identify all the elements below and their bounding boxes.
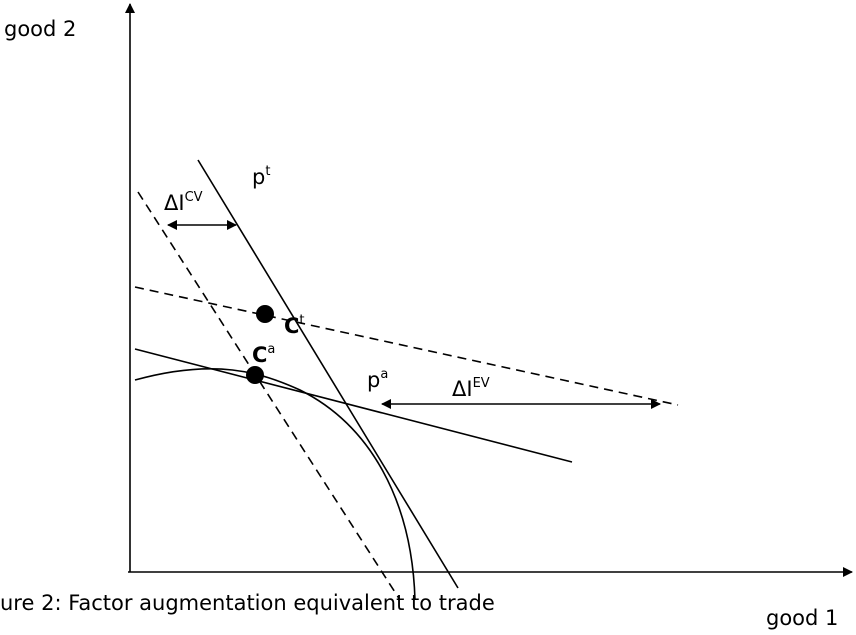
- caption: ure 2: Factor augmentation equivalent to…: [0, 591, 495, 615]
- x-axis-label: good 1: [766, 606, 838, 630]
- label-base: C: [252, 343, 267, 367]
- label-base: ΔI: [452, 377, 473, 401]
- label-sup: t: [299, 313, 304, 328]
- price-line-autarky: [134, 348, 573, 463]
- label-c-a: Ca: [252, 342, 275, 367]
- point-ca: [246, 366, 264, 384]
- label-base: p: [252, 165, 265, 189]
- label-sup: CV: [185, 190, 203, 205]
- y-axis-label: good 2: [4, 17, 76, 41]
- label-delta-cv: ΔICV: [164, 190, 203, 215]
- compensating-line: [137, 191, 401, 601]
- label-sup: a: [267, 342, 275, 357]
- equivalent-line: [134, 286, 679, 406]
- price-line-trade: [197, 159, 459, 589]
- label-p-a: pa: [367, 367, 388, 392]
- label-p-t: pt: [252, 164, 270, 189]
- label-c-t: Ct: [284, 313, 305, 338]
- label-base: C: [284, 314, 299, 338]
- label-sup: a: [380, 367, 388, 382]
- point-ct: [256, 305, 274, 323]
- label-delta-ev: ΔIEV: [452, 376, 490, 401]
- label-sup: EV: [473, 376, 490, 391]
- label-base: ΔI: [164, 191, 185, 215]
- label-base: p: [367, 368, 380, 392]
- label-sup: t: [265, 164, 270, 179]
- ppf-curve: [134, 367, 416, 601]
